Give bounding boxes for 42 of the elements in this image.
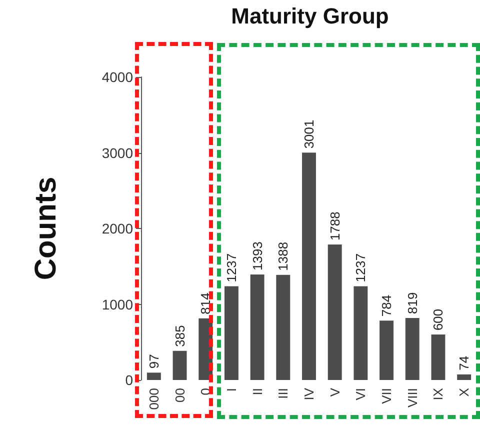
bar [302, 152, 316, 380]
x-tick-label: X [456, 388, 472, 397]
data-label: 3001 [302, 120, 316, 149]
x-tick-label: III [276, 388, 291, 399]
data-label: 1788 [327, 212, 342, 241]
y-axis-title: Counts [30, 176, 62, 280]
x-tick-label: IX [430, 388, 446, 400]
y-tick-label: 1000 [102, 296, 134, 312]
y-tick-label: 4000 [102, 69, 134, 85]
x-tick-label: V [327, 388, 342, 397]
chart-title: Maturity Group [231, 4, 389, 28]
x-tick-label: II [250, 388, 265, 396]
y-tick-label: 3000 [102, 144, 134, 161]
x-tick-label: 000 [146, 388, 162, 410]
bar [276, 274, 290, 380]
x-tick-label: VII [379, 388, 394, 404]
bar [224, 286, 238, 380]
x-tick-label: I [224, 388, 239, 392]
bar [146, 372, 161, 380]
bar [172, 350, 187, 380]
data-label: 784 [379, 294, 394, 317]
bar [380, 320, 394, 380]
data-label: 1237 [224, 253, 239, 282]
bar [250, 274, 264, 380]
x-tick-label: VI [353, 388, 368, 400]
bar [405, 318, 420, 380]
data-label: 1237 [353, 253, 368, 282]
bar [431, 334, 446, 380]
bar [354, 286, 368, 380]
bar [457, 374, 472, 380]
data-label: 385 [172, 325, 188, 347]
x-tick-label: VIII [404, 388, 420, 408]
y-tick-label: 2000 [102, 220, 134, 236]
data-label: 600 [430, 308, 446, 331]
data-label: 97 [146, 354, 162, 369]
bar [328, 244, 342, 380]
x-tick-label: IV [302, 388, 316, 400]
data-label: 74 [456, 356, 472, 370]
data-label: 1388 [276, 242, 291, 271]
data-label: 819 [404, 292, 420, 314]
data-label: 1393 [250, 242, 265, 270]
x-tick-label: 00 [172, 388, 188, 402]
